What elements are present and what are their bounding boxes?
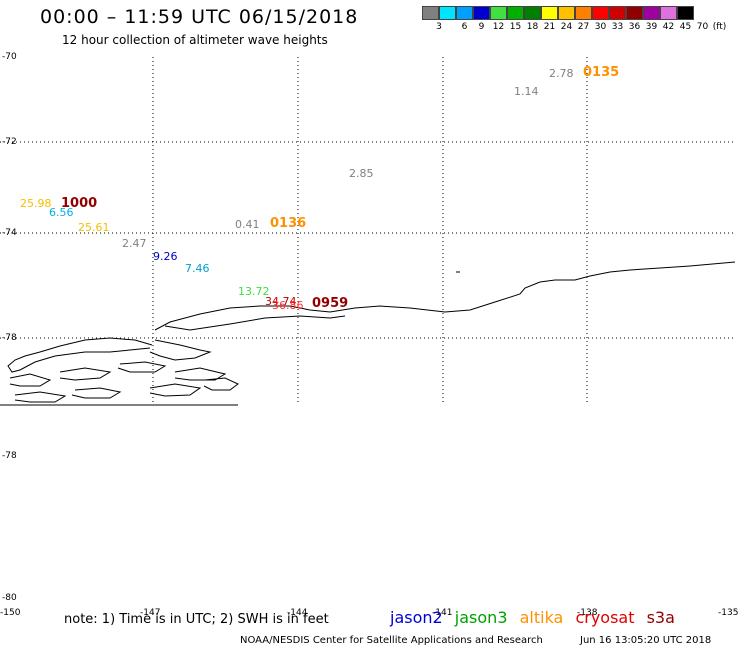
color-scale-label: 24 <box>560 22 573 32</box>
pass-time-label: 0136 <box>270 216 307 231</box>
wave-height-label: 13.72 <box>238 285 270 298</box>
pass-time-label: 0959 <box>312 296 349 311</box>
wave-height-label: 6.56 <box>49 206 74 219</box>
satellite-legend: jason2 jason3 altika cryosat s3a <box>390 608 682 627</box>
color-scale-labels: 3 6 9 12 15 18 21 24 27 30 33 36 39 42 45 70 (ft) <box>422 22 728 32</box>
footer-credit: NOAA/NESDIS Center for Satellite Applica… <box>240 635 543 646</box>
color-scale-label: 42 <box>662 22 675 32</box>
legend-cryosat: cryosat <box>575 608 635 627</box>
color-scale-label: 6 <box>461 22 468 32</box>
lat-label: -78 <box>2 451 17 461</box>
color-swatch <box>558 6 575 20</box>
lat-label: -74 <box>2 228 17 238</box>
lon-label: -144 <box>287 608 308 618</box>
wave-height-label: 2.78 <box>549 67 574 80</box>
grid-lines <box>0 57 735 405</box>
color-swatch <box>524 6 541 20</box>
color-scale-bar <box>422 6 694 20</box>
legend-s3a: s3a <box>646 608 675 627</box>
lon-label: -138 <box>577 608 598 618</box>
color-swatch <box>575 6 592 20</box>
wave-height-label: 25.61 <box>78 221 110 234</box>
color-scale-label: 27 <box>577 22 590 32</box>
color-scale-label: 36 <box>628 22 641 32</box>
color-swatch <box>507 6 524 20</box>
color-scale-label: 45 <box>679 22 692 32</box>
lat-label: -80 <box>2 593 17 603</box>
map-title: 00:00 – 11:59 UTC 06/15/2018 <box>40 6 359 28</box>
map-subtitle: 12 hour collection of altimeter wave hei… <box>62 33 328 47</box>
lon-label: -141 <box>432 608 453 618</box>
legend-altika: altika <box>519 608 564 627</box>
wave-height-label: 2.85 <box>349 167 374 180</box>
color-swatch <box>677 6 694 20</box>
wave-height-label: 34.74 <box>265 295 297 308</box>
color-scale-label: 15 <box>509 22 522 32</box>
lon-label: -147 <box>140 608 161 618</box>
color-scale-label: 70 <box>696 22 709 32</box>
color-scale-label: 18 <box>526 22 539 32</box>
lon-label: -135 <box>718 608 739 618</box>
legend-jason3: jason3 <box>454 608 508 627</box>
color-scale-label: 21 <box>543 22 556 32</box>
color-scale-label: 39 <box>645 22 658 32</box>
lat-label: -78 <box>2 333 17 343</box>
color-swatch <box>541 6 558 20</box>
lat-label: -72 <box>2 137 17 147</box>
wave-height-label: 9.26 <box>153 250 178 263</box>
color-swatch <box>473 6 490 20</box>
lon-label: -150 <box>0 608 21 618</box>
color-swatch <box>439 6 456 20</box>
color-swatch <box>626 6 643 20</box>
color-scale-label: (ft) <box>712 22 727 32</box>
color-swatch <box>490 6 507 20</box>
wave-height-label: 2.47 <box>122 237 147 250</box>
footer-timestamp: Jun 16 13:05:20 UTC 2018 <box>580 635 712 646</box>
wave-height-label: 25.98 <box>20 197 52 210</box>
color-swatch <box>643 6 660 20</box>
color-scale-label: 30 <box>594 22 607 32</box>
color-swatch <box>422 6 439 20</box>
color-scale-label: 12 <box>492 22 505 32</box>
coastline <box>0 261 736 406</box>
wave-height-label: 36.86 <box>272 299 304 312</box>
color-scale-label: 9 <box>478 22 485 32</box>
color-swatch <box>592 6 609 20</box>
pass-time-label: 1000 <box>61 196 98 211</box>
color-swatch <box>660 6 677 20</box>
color-scale-label: 33 <box>611 22 624 32</box>
pass-time-label: 0135 <box>583 65 620 80</box>
wave-height-label: 7.46 <box>185 262 210 275</box>
color-swatch <box>456 6 473 20</box>
lat-label: -70 <box>2 52 17 62</box>
legend-jason2: jason2 <box>390 608 443 627</box>
wave-height-label: 1.14 <box>514 85 539 98</box>
color-swatch <box>609 6 626 20</box>
color-scale-label: 3 <box>436 22 442 32</box>
wave-height-label: 0.41 <box>235 218 260 231</box>
units-note: note: 1) Time is in UTC; 2) SWH is in fe… <box>64 612 329 627</box>
